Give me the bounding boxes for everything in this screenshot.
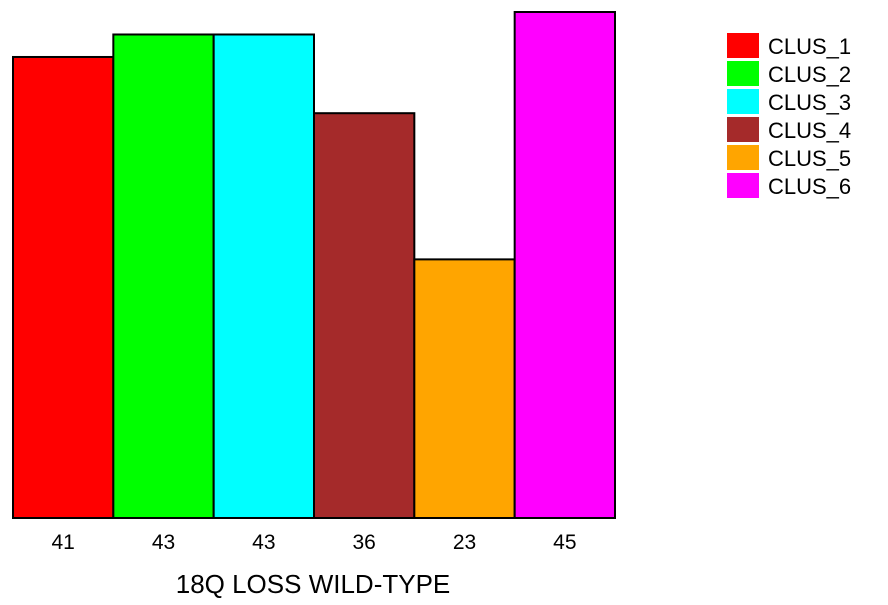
legend-label-clus-1: CLUS_1 xyxy=(768,34,851,59)
legend-label-clus-5: CLUS_5 xyxy=(768,146,851,171)
bar-clus-6 xyxy=(513,11,616,519)
bar-value-label: 41 xyxy=(51,531,74,554)
bar-value-label: 43 xyxy=(152,531,175,554)
legend-swatch-clus-6 xyxy=(727,173,759,198)
bar-clus-4 xyxy=(313,112,416,519)
bar-value-label: 23 xyxy=(453,531,476,554)
bar-value-label: 45 xyxy=(553,531,576,554)
bar-clus-1 xyxy=(12,55,115,519)
legend-swatch-clus-2 xyxy=(727,61,759,86)
legend-label-clus-6: CLUS_6 xyxy=(768,174,851,199)
x-axis-label: 18Q LOSS WILD-TYPE xyxy=(176,569,451,599)
legend-swatch-clus-1 xyxy=(727,33,759,58)
bar-clus-3 xyxy=(212,33,315,520)
bar-value-label: 43 xyxy=(252,531,275,554)
legend-label-clus-2: CLUS_2 xyxy=(768,62,851,87)
legend-swatch-clus-3 xyxy=(727,89,759,114)
legend-swatch-clus-5 xyxy=(727,145,759,170)
bar-clus-2 xyxy=(112,33,215,520)
value-labels-group: 41 43 43 36 23 45 xyxy=(51,531,576,554)
legend-label-clus-4: CLUS_4 xyxy=(768,118,851,143)
bars-group xyxy=(12,11,616,520)
legend-label-clus-3: CLUS_3 xyxy=(768,90,851,115)
legend-swatch-clus-4 xyxy=(727,117,759,142)
bar-value-label: 36 xyxy=(352,531,375,554)
bar-clus-5 xyxy=(413,258,516,519)
legend: CLUS_1 CLUS_2 CLUS_3 CLUS_4 CLUS_5 CLUS_6 xyxy=(727,33,851,199)
